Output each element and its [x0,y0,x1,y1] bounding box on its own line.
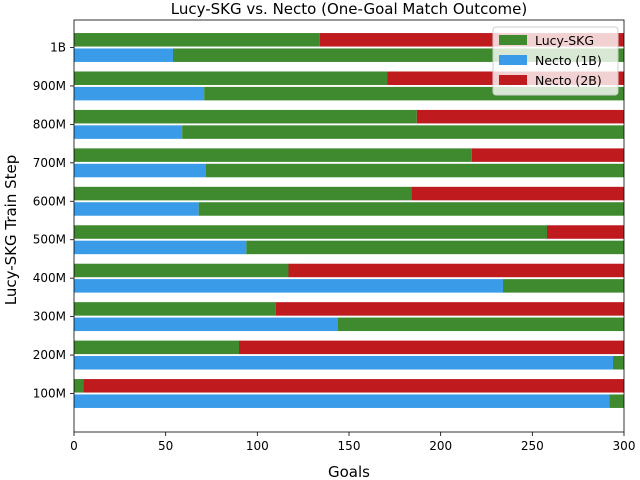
bar-necto-2b-500M [547,225,624,239]
bar-necto-2b-700M [471,148,624,162]
y-axis-title: Lucy-SKG Train Step [2,155,20,306]
bar-lucy-vs-2b-400M [74,263,289,278]
legend-swatch-necto_2b [499,75,527,85]
legend-label-necto_1b: Necto (1B) [535,53,602,68]
bar-necto-2b-300M [275,302,624,316]
bar-necto-2b-200M [239,340,624,355]
bar-necto-1b-800M [74,125,183,139]
bar-lucy-vs-1b-700M [206,163,624,178]
bar-necto-2b-400M [288,263,624,278]
bar-necto-1b-400M [74,279,503,293]
bar-necto-1b-600M [74,202,199,216]
y-tick-label-1B: 1B [50,41,66,55]
bar-necto-2b-600M [411,186,624,201]
bar-lucy-vs-2b-200M [74,340,239,355]
x-axis-title: Goals [328,463,370,480]
legend: Lucy-SKG Necto (1B) Necto (2B) [492,26,619,96]
bar-lucy-vs-1b-300M [338,317,624,332]
bar-necto-1b-200M [74,356,613,370]
x-tick-label-300: 300 [613,439,636,453]
bar-necto-1b-700M [74,163,206,178]
y-tick-label-600M: 600M [33,194,66,208]
bar-lucy-vs-1b-400M [503,279,624,293]
axes: 100M 200M 300M 400M 500M 600M 700M 800M 900M 1B 0 5… [33,19,636,453]
x-tick-label-0: 0 [70,439,78,453]
y-tick-label-400M: 400M [33,271,66,285]
bar-lucy-vs-2b-500M [74,225,547,239]
bar-necto-1b-900M [74,86,205,101]
bar-lucy-vs-1b-600M [198,202,624,216]
bar-necto-1b-100M [74,394,610,408]
bars [74,33,624,408]
bar-lucy-vs-2b-300M [74,302,276,316]
bar-lucy-vs-2b-700M [74,148,472,162]
bar-necto-1b-300M [74,317,338,332]
x-tick-label-150: 150 [338,439,361,453]
legend-swatch-necto_1b [499,55,527,65]
bar-necto-2b-100M [83,379,624,393]
y-tick-label-900M: 900M [33,79,66,93]
bar-lucy-vs-2b-600M [74,186,412,201]
y-tick-label-500M: 500M [33,233,66,247]
x-tick-label-250: 250 [521,439,544,453]
y-tick-label-100M: 100M [33,387,66,401]
legend-label-lucy: Lucy-SKG [535,33,594,48]
x-tick-label-100: 100 [246,439,269,453]
x-tick-label-200: 200 [429,439,452,453]
bar-necto-1b-500M [74,240,247,255]
bar-lucy-vs-1b-800M [182,125,624,139]
bar-lucy-vs-2b-1B [74,33,320,47]
bar-lucy-vs-2b-800M [74,109,417,124]
bar-lucy-vs-1b-500M [246,240,624,255]
y-tick-label-300M: 300M [33,310,66,324]
bar-necto-2b-800M [416,109,624,124]
bar-lucy-vs-1b-100M [609,394,624,408]
bar-necto-1b-1B [74,48,173,62]
bar-lucy-vs-1b-200M [613,356,624,370]
y-tick-label-800M: 800M [33,117,66,131]
y-tick-label-700M: 700M [33,156,66,170]
legend-swatch-lucy [499,35,527,45]
legend-label-necto_2b: Necto (2B) [535,73,602,88]
x-tick-label-50: 50 [158,439,173,453]
bar-lucy-vs-2b-900M [74,71,388,85]
y-tick-label-200M: 200M [33,348,66,362]
chart-title: Lucy-SKG vs. Necto (One-Goal Match Outco… [171,0,528,18]
bar-lucy-vs-2b-100M [74,379,84,393]
